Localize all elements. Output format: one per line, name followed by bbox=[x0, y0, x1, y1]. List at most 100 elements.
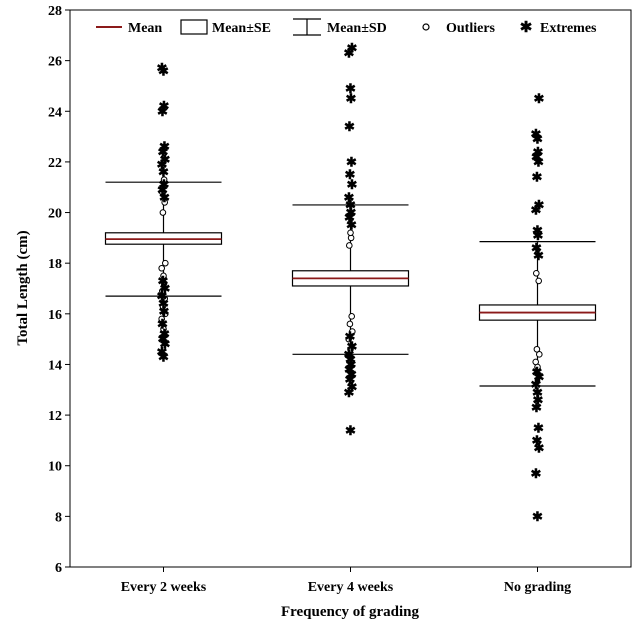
extreme-point: ✱ bbox=[159, 139, 170, 154]
outlier-point bbox=[162, 259, 169, 267]
extreme-point: ✱ bbox=[531, 149, 542, 164]
extreme-point: ✱ bbox=[347, 40, 358, 55]
extreme-point: ✱ bbox=[344, 46, 355, 61]
extreme-point: ✱ bbox=[533, 144, 544, 159]
extreme-point: ✱ bbox=[533, 392, 544, 407]
legend-se-label: Mean±SE bbox=[212, 21, 271, 36]
y-tick-label: 18 bbox=[48, 257, 62, 272]
extreme-point: ✱ bbox=[159, 304, 170, 319]
extreme-point: ✱ bbox=[344, 385, 355, 400]
extreme-point: ✱ bbox=[531, 240, 542, 255]
extreme-point: ✱ bbox=[533, 420, 544, 435]
y-tick-label: 20 bbox=[48, 207, 62, 222]
outlier-point bbox=[347, 229, 354, 237]
extreme-point: ✱ bbox=[534, 370, 545, 385]
extreme-point: ✱ bbox=[344, 210, 355, 225]
outlier-point bbox=[158, 264, 165, 272]
extreme-point: ✱ bbox=[160, 152, 171, 167]
extreme-point: ✱ bbox=[346, 367, 357, 382]
x-axis-title: Frequency of grading bbox=[281, 604, 420, 620]
extreme-point: ✱ bbox=[158, 332, 169, 347]
extreme-point: ✱ bbox=[157, 61, 168, 76]
extreme-point: ✱ bbox=[531, 203, 542, 218]
extreme-point: ✱ bbox=[532, 509, 543, 524]
legend-sd-label: Mean±SD bbox=[327, 21, 387, 36]
extreme-point: ✱ bbox=[157, 157, 168, 172]
extreme-point: ✱ bbox=[157, 104, 168, 119]
extreme-point: ✱ bbox=[157, 289, 168, 304]
y-tick-label: 24 bbox=[48, 105, 62, 120]
extreme-point: ✱ bbox=[344, 347, 355, 362]
extreme-point: ✱ bbox=[347, 380, 358, 395]
y-tick-label: 8 bbox=[55, 510, 62, 525]
outlier-point bbox=[159, 188, 166, 196]
extreme-point: ✱ bbox=[158, 349, 169, 364]
extreme-point: ✱ bbox=[345, 329, 356, 344]
extreme-point: ✱ bbox=[157, 344, 168, 359]
y-tick-label: 6 bbox=[55, 561, 62, 576]
box-1: ✱✱✱✱✱✱✱✱✱✱✱✱✱✱✱✱✱✱✱✱✱✱✱ bbox=[104, 61, 223, 364]
extreme-point: ✱ bbox=[345, 167, 356, 182]
outlier-point bbox=[346, 242, 353, 249]
legend-se-swatch bbox=[180, 19, 208, 35]
legend-sd-swatch bbox=[293, 18, 321, 36]
outlier-point bbox=[160, 280, 168, 287]
extreme-point: ✱ bbox=[160, 281, 171, 296]
legend-extreme-swatch: ✱ bbox=[520, 20, 533, 36]
boxes-group: ✱✱✱✱✱✱✱✱✱✱✱✱✱✱✱✱✱✱✱✱✱✱✱✱✱✱✱✱✱✱✱✱✱✱✱✱✱✱✱✱… bbox=[104, 40, 597, 524]
outlier-point bbox=[349, 328, 356, 335]
extreme-point: ✱ bbox=[531, 400, 542, 415]
extreme-point: ✱ bbox=[532, 132, 543, 147]
extreme-point: ✱ bbox=[534, 91, 545, 106]
outlier-point bbox=[346, 320, 354, 328]
outlier-point bbox=[348, 313, 356, 320]
outlier-point bbox=[159, 287, 166, 295]
outlier-point bbox=[159, 209, 167, 216]
extreme-point: ✱ bbox=[532, 223, 543, 238]
y-tick-label: 10 bbox=[48, 460, 62, 475]
legend-extremes-label: Extremes bbox=[540, 21, 597, 36]
outlier-point bbox=[160, 325, 167, 333]
extreme-point: ✱ bbox=[158, 296, 169, 311]
extreme-point: ✱ bbox=[534, 197, 545, 212]
outlier-point bbox=[160, 176, 168, 183]
extreme-point: ✱ bbox=[346, 357, 357, 372]
y-tick-label: 12 bbox=[48, 409, 62, 424]
outlier-point bbox=[161, 199, 168, 206]
extreme-point: ✱ bbox=[345, 423, 356, 438]
extreme-point: ✱ bbox=[345, 81, 356, 96]
legend: Mean Mean±SE Mean±SD Outliers ✱ Extremes bbox=[96, 18, 597, 36]
extreme-point: ✱ bbox=[159, 177, 170, 192]
y-axis: 6 8 10 12 14 16 18 20 22 24 26 28 bbox=[48, 4, 70, 576]
extreme-point: ✱ bbox=[531, 466, 542, 481]
box-2: ✱✱✱✱✱✱✱✱✱✱✱✱✱✱✱✱✱✱✱✱✱✱✱✱ bbox=[291, 40, 410, 438]
extreme-point: ✱ bbox=[532, 365, 543, 380]
extreme-point: ✱ bbox=[344, 119, 355, 134]
extreme-point: ✱ bbox=[531, 377, 542, 392]
y-tick-label: 28 bbox=[48, 4, 62, 19]
extreme-point: ✱ bbox=[533, 154, 544, 169]
extreme-point: ✱ bbox=[533, 248, 544, 263]
extreme-point: ✱ bbox=[345, 197, 356, 212]
extreme-point: ✱ bbox=[346, 154, 357, 169]
outlier-point bbox=[347, 345, 354, 353]
extreme-point: ✱ bbox=[345, 352, 356, 367]
outlier-point bbox=[535, 277, 543, 285]
extreme-point: ✱ bbox=[346, 205, 357, 220]
extreme-point: ✱ bbox=[344, 362, 355, 377]
outlier-point bbox=[533, 345, 541, 353]
extreme-point: ✱ bbox=[345, 372, 356, 387]
extreme-point: ✱ bbox=[158, 63, 169, 78]
extreme-point: ✱ bbox=[534, 441, 545, 456]
y-axis-title: Total Length (cm) bbox=[15, 230, 31, 345]
extreme-point: ✱ bbox=[532, 170, 543, 185]
legend-outlier-swatch bbox=[422, 23, 430, 31]
outlier-point bbox=[533, 270, 540, 277]
extreme-point: ✱ bbox=[158, 273, 169, 288]
outlier-point bbox=[345, 335, 353, 343]
extreme-point: ✱ bbox=[158, 144, 169, 159]
outlier-point bbox=[532, 358, 540, 366]
outlier-point bbox=[161, 295, 168, 302]
x-tick-label: No grading bbox=[504, 580, 571, 595]
